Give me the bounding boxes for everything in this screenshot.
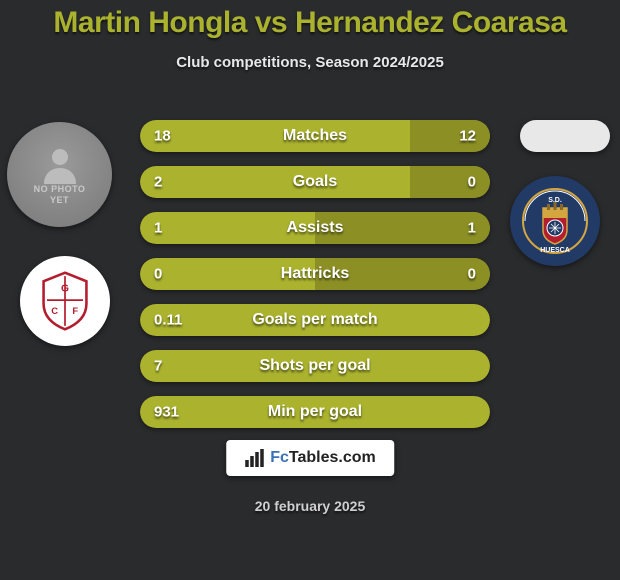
avatar-placeholder-line1: NO PHOTO: [34, 185, 86, 195]
stat-label: Goals: [293, 173, 337, 191]
stat-label: Assists: [287, 219, 344, 237]
bar-chart-icon: [244, 448, 264, 468]
stat-left-value: 7: [154, 358, 162, 375]
footer-brand: FcTables.com: [226, 440, 394, 476]
person-silhouette-icon: [40, 144, 80, 184]
team-right-crest: S.D. HUESCA: [510, 176, 600, 266]
stat-left-value: 931: [154, 404, 179, 421]
svg-text:G: G: [61, 284, 69, 295]
huesca-crest-icon: S.D. HUESCA: [520, 186, 590, 256]
stat-row: 18 Matches 12: [140, 120, 490, 152]
stat-right-value: 0: [468, 174, 476, 191]
stat-left-value: 1: [154, 220, 162, 237]
page-subtitle: Club competitions, Season 2024/2025: [0, 54, 620, 71]
stat-label: Matches: [283, 127, 347, 145]
page-title: Martin Hongla vs Hernandez Coarasa: [0, 0, 620, 40]
footer-brand-prefix: Fc: [270, 449, 289, 466]
footer-brand-text: FcTables.com: [270, 449, 376, 467]
bar-right-fill: [410, 166, 491, 198]
footer-brand-suffix: Tables.com: [289, 449, 376, 466]
granada-crest-icon: G C F: [39, 271, 91, 331]
player-left-avatar: NO PHOTO YET: [7, 122, 112, 227]
stat-left-value: 2: [154, 174, 162, 191]
stat-label: Min per goal: [268, 403, 362, 421]
stat-label: Goals per match: [252, 311, 377, 329]
footer-date: 20 february 2025: [255, 498, 366, 514]
svg-text:C: C: [51, 305, 58, 316]
stat-right-value: 1: [468, 220, 476, 237]
stat-row: 931 Min per goal: [140, 396, 490, 428]
team-left-crest: G C F: [20, 256, 110, 346]
avatar-placeholder-line2: YET: [50, 196, 69, 206]
svg-text:F: F: [72, 305, 78, 316]
stat-row: 2 Goals 0: [140, 166, 490, 198]
stat-right-value: 0: [468, 266, 476, 283]
stat-row: 0.11 Goals per match: [140, 304, 490, 336]
comparison-chart: 18 Matches 12 2 Goals 0 1 Assists 1 0 Hattricks 0 0.…: [140, 120, 490, 442]
stat-row: 1 Assists 1: [140, 212, 490, 244]
stat-row: 0 Hattricks 0: [140, 258, 490, 290]
stat-label: Hattricks: [281, 265, 349, 283]
player-right-avatar: [520, 120, 610, 152]
stat-left-value: 18: [154, 128, 171, 145]
bar-right-fill: [410, 120, 491, 152]
stat-left-value: 0.11: [154, 312, 182, 329]
stat-row: 7 Shots per goal: [140, 350, 490, 382]
stat-label: Shots per goal: [259, 357, 370, 375]
stat-left-value: 0: [154, 266, 162, 283]
stat-right-value: 12: [459, 128, 476, 145]
svg-text:HUESCA: HUESCA: [540, 247, 570, 254]
